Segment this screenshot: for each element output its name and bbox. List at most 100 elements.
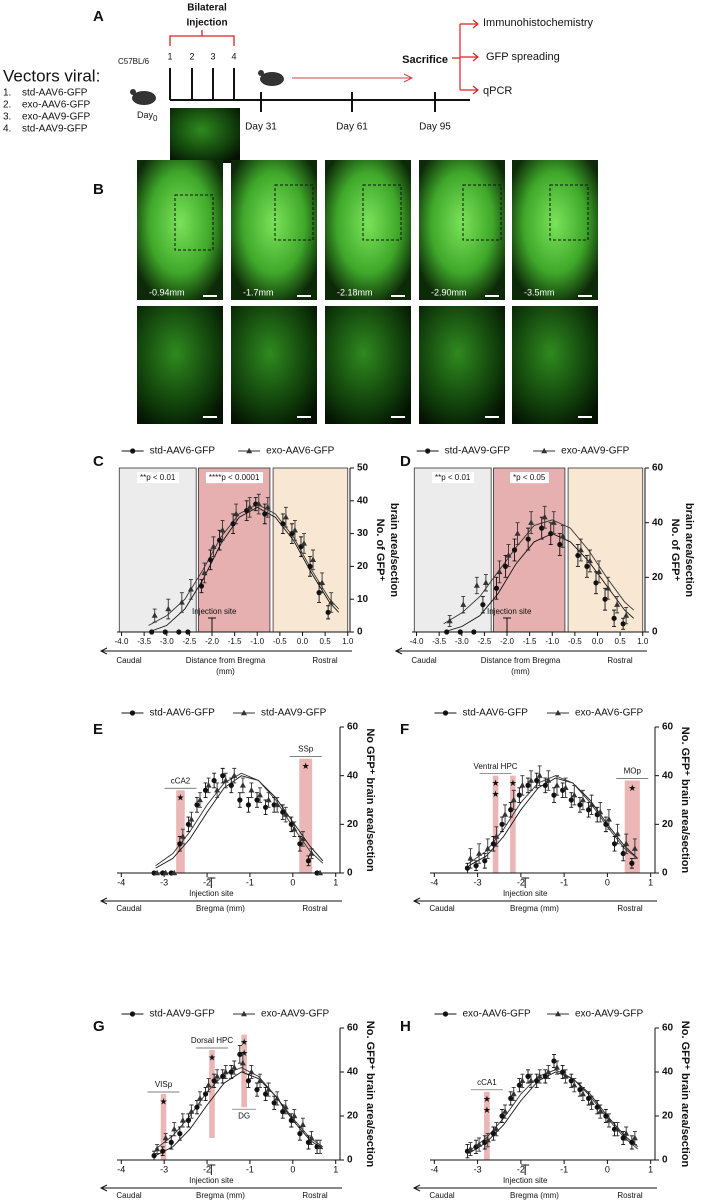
marker-circle	[542, 1073, 548, 1079]
marker-triangle	[239, 1059, 246, 1066]
x-tick-label: 0.5	[320, 637, 332, 646]
timeline	[169, 68, 470, 112]
x-tick-label: -1.0	[545, 637, 559, 646]
y-tick-label: 60	[662, 722, 674, 733]
sacrifice: Sacrifice	[402, 54, 448, 66]
day-label: Day 31	[245, 122, 277, 133]
label-box	[137, 472, 179, 484]
x-axis-label: Distance from Bregma	[186, 656, 266, 665]
marker-triangle	[265, 796, 272, 803]
region-label: cCA2	[171, 776, 191, 785]
panel-label: G	[93, 1018, 105, 1035]
highlight-region	[413, 467, 492, 633]
rostral-label: Rostral	[312, 656, 338, 665]
x-axis-label: Bregma (mm)	[196, 904, 245, 913]
significance-star: ★	[159, 1096, 167, 1106]
marker-circle	[207, 557, 214, 563]
marker-triangle	[151, 612, 158, 618]
marker-triangle	[319, 579, 326, 585]
panel-label: D	[400, 453, 411, 470]
marker-circle	[442, 1011, 449, 1017]
injection-marker	[521, 877, 530, 888]
injection-marker	[503, 617, 512, 632]
marker-triangle	[577, 546, 584, 553]
marker-triangle	[528, 519, 535, 525]
y-tick-label: 20	[652, 572, 664, 583]
marker-circle	[220, 1073, 226, 1079]
marker-circle	[211, 777, 217, 784]
marker-circle	[149, 629, 155, 635]
marker-triangle	[476, 1141, 483, 1147]
region-label: **p < 0.01	[140, 473, 176, 482]
y-axis-label: brain area/section	[388, 503, 400, 597]
marker-triangle	[179, 833, 186, 839]
marker-triangle	[631, 1134, 638, 1141]
vector-name: std-AAV9-GFP	[22, 124, 88, 135]
marker-circle	[245, 1078, 252, 1084]
injection-number: 2	[189, 51, 194, 61]
marker-circle	[594, 1104, 600, 1110]
marker-triangle	[240, 1010, 247, 1017]
bracket	[452, 19, 479, 95]
vector-number: 2.	[3, 100, 11, 111]
marker-circle	[620, 621, 626, 627]
x-tick-label: -3	[160, 1164, 168, 1174]
marker-circle	[516, 1082, 522, 1088]
marker-circle	[220, 773, 226, 779]
marker-triangle	[282, 811, 289, 817]
region-label: MOp	[624, 767, 642, 776]
region-label: ****p < 0.0001	[209, 473, 260, 482]
marker-circle	[464, 865, 471, 871]
x-tick-label: -3.5	[432, 637, 446, 646]
marker-triangle	[246, 447, 253, 454]
x-tick-label: -4.0	[410, 637, 424, 646]
marker-circle	[194, 802, 200, 808]
highlight-region	[492, 775, 499, 873]
marker-triangle	[484, 845, 491, 851]
marker-triangle	[519, 782, 526, 788]
y-tick-label: 0	[347, 868, 353, 879]
injection-label: Injection site	[503, 889, 548, 898]
y-tick-label: 0	[662, 1155, 668, 1166]
marker-circle	[577, 1087, 583, 1093]
rostral-label: Rostral	[302, 904, 328, 913]
legend-label: exo-AAV6-GFP	[266, 446, 334, 457]
marker-triangle	[502, 1108, 509, 1114]
x-axis-label: Bregma (mm)	[510, 904, 559, 913]
region-label: **p < 0.01	[435, 473, 471, 482]
marker-triangle	[562, 784, 569, 791]
highlight-region	[484, 1091, 490, 1160]
marker-triangle	[586, 557, 593, 564]
x-tick-label: -2	[203, 1164, 211, 1174]
marker-triangle	[605, 584, 612, 591]
legend-label: exo-AAV9-GFP	[561, 446, 629, 457]
marker-circle	[254, 797, 260, 803]
marker-triangle	[555, 1010, 561, 1017]
marker-triangle	[536, 772, 543, 778]
highlight-region	[510, 775, 516, 873]
marker-triangle	[162, 1134, 169, 1141]
marker-triangle	[605, 1117, 612, 1123]
panel-label: C	[93, 453, 104, 470]
zoom-image	[419, 306, 505, 424]
significance-star: ★	[176, 793, 184, 803]
marker-triangle	[528, 1077, 535, 1083]
marker-triangle	[291, 527, 298, 533]
legend-label: std-AAV9-GFP	[149, 1009, 215, 1020]
vector-name: exo-AAV9-GFP	[22, 112, 90, 123]
marker-triangle	[496, 568, 503, 575]
marker-triangle	[446, 617, 453, 624]
rostral-label: Rostral	[607, 656, 633, 665]
x-tick-label: -1	[560, 877, 568, 887]
direction-arrow	[394, 647, 647, 655]
marker-circle	[551, 792, 557, 798]
legend-label: std-AAV6-GFP	[149, 708, 215, 719]
x-tick-label: -2.0	[205, 637, 219, 646]
marker-circle	[499, 1113, 505, 1119]
marker-triangle	[257, 791, 264, 798]
legend-label: std-AAV9-GFP	[261, 708, 327, 719]
marker-triangle	[205, 1081, 212, 1088]
y-axis-label: No. GFP⁺ brain area/section	[679, 727, 691, 874]
